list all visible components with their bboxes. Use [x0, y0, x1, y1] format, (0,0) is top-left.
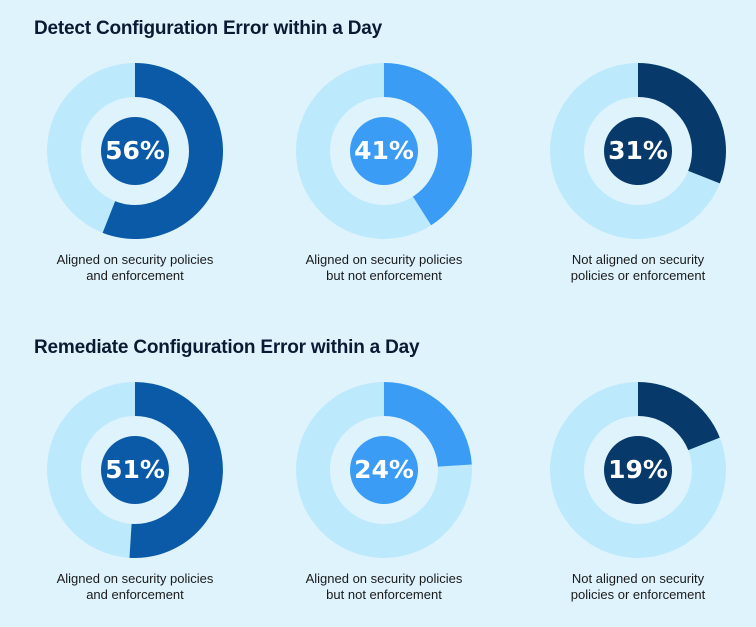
section-title-detect: Detect Configuration Error within a Day — [34, 18, 382, 39]
percentage-label: 51% — [105, 455, 165, 484]
donut-1-2: 19% Not aligned on security policies or e… — [548, 380, 728, 603]
percentage-label: 19% — [608, 455, 668, 484]
donut-center — [101, 117, 169, 185]
percentage-label: 24% — [354, 455, 414, 484]
percentage-label: 31% — [608, 136, 668, 165]
donut-caption: Aligned on security policies but not enf… — [305, 252, 463, 283]
donut-caption: Aligned on security policies but not enf… — [305, 571, 463, 602]
donut-chart: 19% — [550, 382, 726, 558]
donut-center — [101, 436, 169, 504]
donut-center — [350, 436, 418, 504]
donut-chart: 51% — [47, 382, 223, 558]
donut-caption: Aligned on security policies and enforce… — [56, 571, 214, 602]
donut-0-2: 31% Not aligned on security policies or e… — [548, 61, 728, 284]
donut-center — [604, 117, 672, 185]
donut-1-1: 24% Aligned on security policies but not … — [294, 380, 474, 603]
donut-chart: 31% — [550, 63, 726, 239]
donut-caption: Aligned on security policies and enforce… — [56, 252, 214, 283]
donut-chart: 56% — [47, 63, 224, 239]
donut-caption: Not aligned on security policies or enfo… — [570, 571, 706, 602]
percentage-label: 56% — [105, 136, 165, 165]
donut-caption: Not aligned on security policies or enfo… — [570, 252, 706, 283]
percentage-label: 41% — [354, 136, 414, 165]
donut-center — [604, 436, 672, 504]
donut-chart: 41% — [296, 63, 472, 239]
donut-chart: 24% — [296, 382, 472, 558]
section-title-remediate: Remediate Configuration Error within a D… — [34, 337, 420, 358]
donut-0-1: 41% Aligned on security policies but not … — [294, 61, 474, 284]
donut-1-0: 51% Aligned on security policies and enfo… — [45, 380, 225, 603]
donut-center — [350, 117, 418, 185]
donut-0-0: 56% Aligned on security policies and enfo… — [45, 61, 225, 284]
